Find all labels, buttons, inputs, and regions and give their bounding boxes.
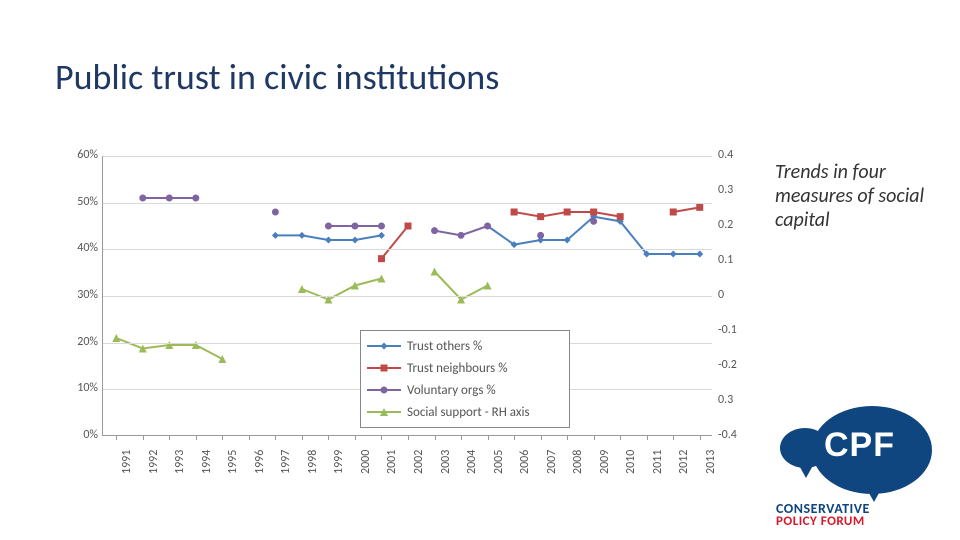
x-axis-label: 2008 [571, 450, 585, 474]
y-axis-right-label: 0.4 [718, 148, 733, 162]
x-axis-label: 1999 [332, 450, 346, 474]
y-axis-right-label: -0.1 [718, 323, 737, 337]
legend-item: Trust others % [367, 335, 563, 357]
trust-chart: Trust others % Trust neighbours % Voluntar… [60, 150, 760, 510]
logo-abbrev: CPF [824, 426, 895, 465]
legend-item: Voluntary orgs % [367, 379, 563, 401]
y-axis-left-label: 10% [77, 381, 98, 395]
x-axis-label: 2012 [677, 450, 691, 474]
x-axis-label: 2006 [518, 450, 532, 474]
x-axis-label: 2005 [492, 450, 506, 474]
legend-label: Social support - RH axis [407, 405, 530, 420]
x-axis-label: 1995 [226, 450, 240, 474]
page-title: Public trust in civic institutions [55, 55, 499, 99]
x-axis-label: 2007 [545, 450, 559, 474]
y-axis-left-label: 60% [77, 148, 98, 162]
legend-label: Voluntary orgs % [407, 383, 496, 398]
y-axis-right-label: 0.2 [718, 218, 733, 232]
x-axis-label: 1993 [173, 450, 187, 474]
chart-caption: Trends in four measures of social capita… [775, 160, 935, 232]
x-axis-label: 2004 [465, 450, 479, 474]
y-axis-right-label: -0.4 [718, 428, 737, 442]
chart-legend: Trust others % Trust neighbours % Voluntar… [360, 330, 570, 428]
cpf-logo: CPF CONSERVATIVE POLICY FORUM [772, 406, 942, 526]
x-axis-label: 1994 [200, 450, 214, 474]
legend-label: Trust neighbours % [407, 361, 508, 376]
x-axis-label: 2000 [359, 450, 373, 474]
y-axis-right-label: -0.2 [718, 358, 737, 372]
x-axis-label: 2002 [412, 450, 426, 474]
x-axis-label: 1991 [120, 450, 134, 474]
y-axis-left-label: 40% [77, 241, 98, 255]
legend-item: Trust neighbours % [367, 357, 563, 379]
speech-bubble-tail-icon [796, 460, 816, 478]
y-axis-left-label: 0% [83, 428, 98, 442]
y-axis-right-label: 0 [718, 288, 724, 302]
x-axis-label: 2001 [385, 450, 399, 474]
y-axis-left-label: 30% [77, 288, 98, 302]
x-axis-label: 2009 [598, 450, 612, 474]
x-axis-label: 2003 [439, 450, 453, 474]
legend-item: Social support - RH axis [367, 401, 563, 423]
y-axis-right-label: 0.3 [718, 393, 733, 407]
x-axis-label: 2013 [704, 450, 718, 474]
y-axis-left-label: 50% [77, 195, 98, 209]
x-axis-label: 1997 [279, 450, 293, 474]
logo-line2: POLICY FORUM [776, 514, 865, 529]
legend-label: Trust others % [407, 339, 482, 354]
y-axis-right-label: 0.1 [718, 253, 733, 267]
y-axis-right-label: 0.3 [718, 183, 733, 197]
x-axis-label: 2011 [651, 450, 665, 474]
x-axis-label: 1996 [253, 450, 267, 474]
x-axis-label: 2010 [624, 450, 638, 474]
x-axis-label: 1992 [147, 450, 161, 474]
y-axis-left-label: 20% [77, 335, 98, 349]
x-axis-label: 1998 [306, 450, 320, 474]
